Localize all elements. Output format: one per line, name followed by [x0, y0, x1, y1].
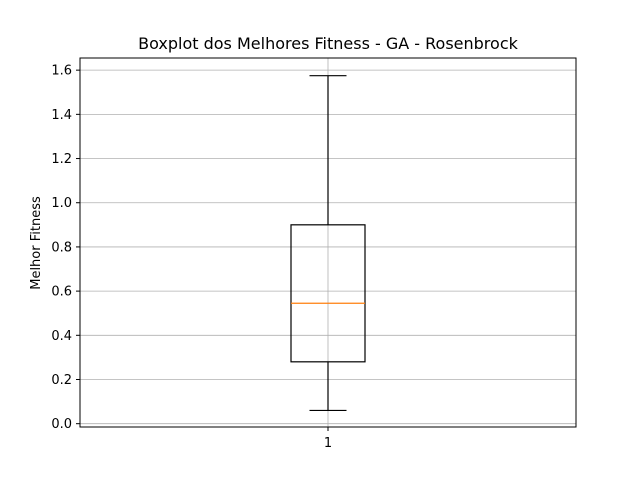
y-tick-label: 0.2	[51, 373, 72, 388]
y-tick-label: 0.6	[51, 285, 72, 300]
y-tick-label: 1.0	[51, 196, 72, 211]
iqr-box	[290, 224, 366, 363]
y-tick-label: 0.4	[51, 329, 72, 344]
y-tick-label: 1.6	[51, 64, 72, 79]
x-tick-label: 1	[324, 436, 332, 451]
chart-title: Boxplot dos Melhores Fitness - GA - Rose…	[138, 34, 519, 53]
axes: 0.0 0.2 0.4 0.6 0.8 1.0 1.2 1.4 1.6 1	[51, 57, 577, 451]
y-tick-label: 0.0	[51, 417, 72, 432]
y-axis-label: Melhor Fitness	[29, 196, 44, 290]
box-layer	[290, 75, 366, 412]
y-tick-label: 1.4	[51, 108, 72, 123]
y-tick-label: 0.8	[51, 240, 72, 255]
y-tick-label: 1.2	[51, 152, 72, 167]
